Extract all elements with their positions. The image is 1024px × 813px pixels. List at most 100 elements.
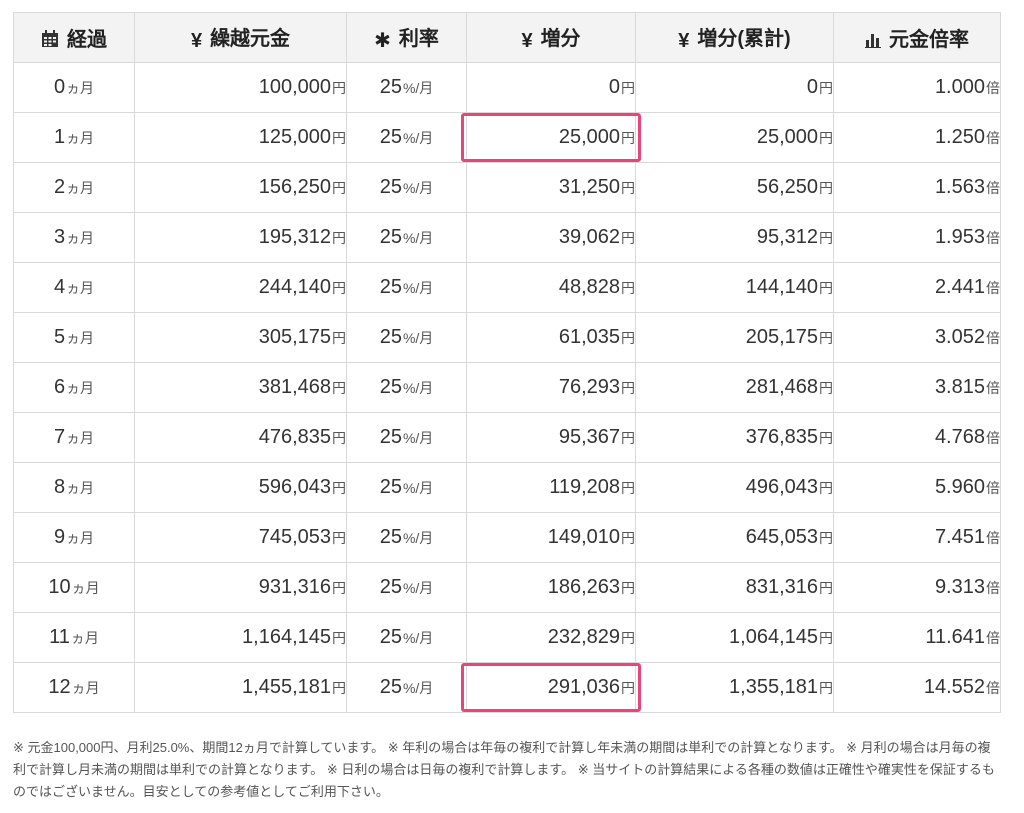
asterisk-icon: ✱ [374,30,391,52]
cell-cumulative-value: 95,312 [756,226,818,248]
cell-principal: 745,053円 [134,512,347,563]
table-row: 6ヵ月 381,468円 25%/月 76,293円 281,468円 3.815倍 [13,362,1001,413]
cell-elapsed-value: 9 [53,526,66,548]
cell-multiplier-unit: 倍 [986,80,1000,96]
cell-elapsed-value: 7 [53,426,66,448]
cell-elapsed: 4ヵ月 [13,262,135,313]
cell-multiplier-value: 1.000 [934,76,985,98]
cell-increase-unit: 円 [621,80,635,96]
cell-increase-value: 48,828 [558,276,620,298]
cell-multiplier: 4.768倍 [833,412,1001,463]
cell-rate-unit: %/月 [402,580,434,596]
cell-multiplier: 3.815倍 [833,362,1001,413]
table-row: 4ヵ月 244,140円 25%/月 48,828円 144,140円 2.441倍 [13,262,1001,313]
cell-multiplier-unit: 倍 [986,580,1000,596]
cell-cumulative-value: 1,355,181 [729,676,818,698]
cell-cumulative-value: 281,468 [745,376,818,398]
cell-multiplier-value: 3.052 [934,326,985,348]
cell-cumulative-unit: 円 [819,80,833,96]
cell-principal-value: 1,455,181 [242,676,331,698]
table-row: 2ヵ月 156,250円 25%/月 31,250円 56,250円 1.563倍 [13,162,1001,213]
cell-increase-value: 186,263 [547,576,620,598]
cell-elapsed-unit: ヵ月 [66,380,95,396]
cell-cumulative-unit: 円 [819,130,833,146]
cell-elapsed-unit: ヵ月 [66,480,95,496]
header-rate: ✱ 利率 [346,12,467,63]
table-row: 3ヵ月 195,312円 25%/月 39,062円 95,312円 1.953倍 [13,212,1001,263]
cell-elapsed: 9ヵ月 [13,512,135,563]
cell-rate-value: 25 [379,76,402,98]
cell-elapsed-unit: ヵ月 [66,80,95,96]
cell-principal-unit: 円 [332,130,346,146]
cell-cumulative: 0円 [635,62,834,113]
cell-cumulative-value: 376,835 [745,426,818,448]
cell-multiplier: 14.552倍 [833,662,1001,713]
result-table-container: 経過 ¥ 繰越元金 ✱ 利率 ¥ 増分 ¥ 増分(累計) [13,12,1001,713]
cell-multiplier-unit: 倍 [986,330,1000,346]
cell-principal: 1,455,181円 [134,662,347,713]
cell-cumulative-unit: 円 [819,330,833,346]
cell-rate: 25%/月 [346,612,467,663]
cell-elapsed-value: 0 [53,76,66,98]
cell-principal-unit: 円 [332,180,346,196]
cell-rate: 25%/月 [346,212,467,263]
cell-increase-unit: 円 [621,630,635,646]
cell-elapsed-value: 8 [53,476,66,498]
cell-cumulative: 376,835円 [635,412,834,463]
cell-principal-value: 596,043 [258,476,331,498]
cell-principal-value: 100,000 [258,76,331,98]
cell-multiplier: 11.641倍 [833,612,1001,663]
cell-increase-value: 25,000 [558,126,620,148]
cell-rate-unit: %/月 [402,230,434,246]
cell-rate-value: 25 [379,576,402,598]
header-increase-label: 増分 [540,28,581,50]
cell-increase: 61,035円 [466,312,636,363]
cell-elapsed-value: 5 [53,326,66,348]
cell-increase-value: 61,035 [558,326,620,348]
cell-elapsed: 0ヵ月 [13,62,135,113]
cell-increase: 232,829円 [466,612,636,663]
cell-elapsed-unit: ヵ月 [66,130,95,146]
cell-principal-value: 931,316 [258,576,331,598]
cell-rate: 25%/月 [346,362,467,413]
cell-rate-value: 25 [379,526,402,548]
cell-rate-value: 25 [379,126,402,148]
cell-rate: 25%/月 [346,162,467,213]
cell-multiplier-value: 1.250 [934,126,985,148]
cell-elapsed-unit: ヵ月 [71,680,100,696]
cell-cumulative-unit: 円 [819,380,833,396]
cell-multiplier-unit: 倍 [986,680,1000,696]
cell-principal-unit: 円 [332,480,346,496]
cell-cumulative-unit: 円 [819,530,833,546]
cell-principal-value: 381,468 [258,376,331,398]
cell-rate-unit: %/月 [402,430,434,446]
cell-principal: 1,164,145円 [134,612,347,663]
cell-principal-unit: 円 [332,380,346,396]
cell-multiplier: 1.953倍 [833,212,1001,263]
cell-increase: 186,263円 [466,562,636,613]
cell-rate-unit: %/月 [402,380,434,396]
cell-principal-unit: 円 [332,280,346,296]
cell-elapsed: 7ヵ月 [13,412,135,463]
cell-rate-value: 25 [379,376,402,398]
cell-rate-value: 25 [379,426,402,448]
cell-cumulative-value: 56,250 [756,176,818,198]
header-multiplier-label: 元金倍率 [889,29,969,51]
cell-rate-value: 25 [379,326,402,348]
cell-increase: 25,000円 [461,112,642,163]
cell-elapsed-value: 6 [53,376,66,398]
calendar-icon [42,30,58,47]
cell-multiplier: 9.313倍 [833,562,1001,613]
yen-icon: ¥ [678,30,690,52]
cell-cumulative-value: 496,043 [745,476,818,498]
cell-increase-value: 232,829 [547,626,620,648]
cell-elapsed-value: 1 [53,126,66,148]
cell-cumulative: 1,064,145円 [635,612,834,663]
cell-elapsed-unit: ヵ月 [66,530,95,546]
cell-principal-unit: 円 [332,230,346,246]
cell-cumulative-value: 0 [806,76,818,98]
cell-principal-value: 1,164,145 [242,626,331,648]
cell-multiplier-unit: 倍 [986,630,1000,646]
cell-elapsed: 12ヵ月 [13,662,135,713]
table-row: 10ヵ月 931,316円 25%/月 186,263円 831,316円 9.313倍 [13,562,1001,613]
